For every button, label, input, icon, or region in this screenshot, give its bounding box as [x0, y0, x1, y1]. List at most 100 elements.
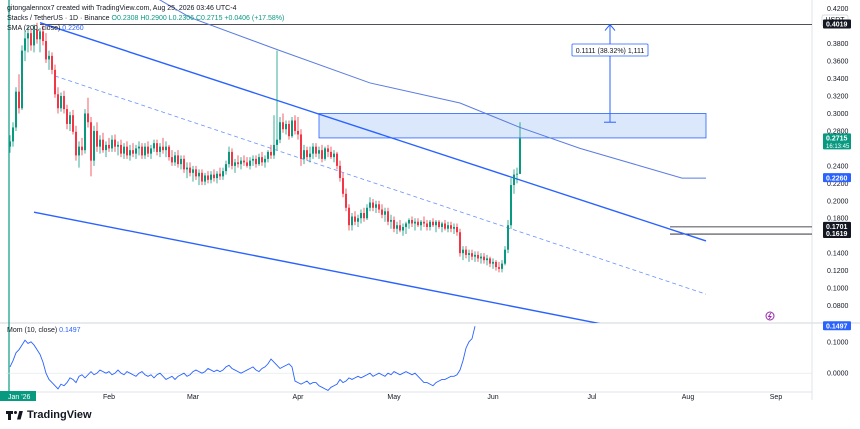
candle-body	[159, 146, 161, 152]
candle-body	[126, 146, 128, 156]
candle-body	[120, 144, 122, 154]
candle-body	[108, 144, 110, 149]
candle-body	[438, 221, 440, 227]
candle-body	[447, 225, 449, 229]
candle-body	[297, 130, 299, 135]
candle-body	[432, 221, 434, 226]
candle-body	[63, 96, 65, 110]
sma-legend[interactable]: SMA (200, close) 0.2260	[7, 24, 84, 33]
measure-label-box	[571, 43, 649, 57]
candle-body	[504, 249, 506, 264]
price-label-box	[823, 173, 851, 183]
candle-body	[426, 223, 428, 227]
symbol-name[interactable]: Stacks / TetherUS · 1D · Binance	[7, 15, 110, 22]
candle-body	[216, 173, 218, 179]
channel-mid-line	[54, 75, 707, 295]
x-tick-label: Mar	[187, 394, 200, 401]
y-tick-label: 0.3400	[827, 76, 849, 83]
candle-body	[336, 153, 338, 166]
candle-body	[255, 158, 257, 165]
candle-body	[9, 141, 11, 147]
candle-body	[279, 122, 281, 140]
candle-body	[18, 91, 20, 109]
momentum-line	[9, 326, 476, 391]
channel-lower-line	[33, 211, 601, 323]
candle-body	[321, 150, 323, 159]
x-tick-label: May	[387, 394, 401, 401]
candle-body	[468, 253, 470, 255]
candle-body	[93, 130, 95, 161]
candle-body	[384, 211, 386, 215]
candle-body	[411, 219, 413, 224]
x-tick-label: Sep	[770, 394, 783, 401]
tradingview-logo[interactable]: TradingView	[6, 409, 92, 421]
candle-body	[315, 146, 317, 154]
momentum-tick-label: 0.0000	[827, 371, 849, 378]
main-pane	[9, 0, 812, 323]
candle-body	[456, 226, 458, 233]
candle-body	[498, 267, 500, 269]
ohlc-values: O0.2308 H0.2900 L0.2306 C0.2715 +0.0406 …	[111, 15, 285, 22]
y-tick-label: 0.2800	[827, 128, 849, 135]
candle-body	[39, 31, 41, 40]
candle-body	[123, 146, 125, 154]
candle-body	[372, 202, 374, 208]
candle-body	[138, 146, 140, 149]
price-label-value: 0.2715	[826, 136, 848, 143]
candle-body	[282, 122, 284, 130]
candle-body	[381, 209, 383, 215]
y-tick-label: 0.1400	[827, 251, 849, 258]
candle-body	[87, 113, 89, 123]
price-label-value: 0.4019	[826, 22, 848, 29]
price-label-box	[823, 229, 851, 239]
candle-body	[429, 221, 431, 227]
start-date-box	[0, 391, 36, 401]
candle-body	[261, 157, 263, 163]
candle-body	[300, 134, 302, 159]
y-tick-label: 0.3800	[827, 41, 849, 48]
x-tick-label: Jun	[487, 394, 498, 401]
candle-body	[234, 162, 236, 166]
candle-body	[267, 151, 269, 159]
candle-body	[312, 146, 314, 154]
candle-body	[243, 160, 245, 163]
candle-body	[237, 162, 239, 165]
candle-body	[45, 41, 47, 60]
candle-body	[369, 202, 371, 208]
candle-body	[519, 138, 521, 174]
candle-body	[420, 221, 422, 226]
candle-body	[357, 218, 359, 222]
candle-body	[228, 151, 230, 165]
candle-body	[90, 122, 92, 161]
candle-body	[96, 130, 98, 147]
momentum-legend[interactable]: Mom (10, close) 0.1497	[7, 326, 81, 335]
candle-body	[183, 158, 185, 170]
candle-body	[414, 221, 416, 224]
candle-body	[462, 249, 464, 254]
candle-body	[507, 225, 509, 250]
candle-body	[75, 131, 77, 156]
candle-body	[351, 216, 353, 226]
candle-body	[54, 69, 56, 95]
candle-body	[231, 151, 233, 166]
candle-body	[264, 158, 266, 163]
candle-body	[477, 254, 479, 259]
y-tick-label: 0.3000	[827, 111, 849, 118]
candle-body	[66, 109, 68, 124]
sma-200-line	[159, 0, 706, 179]
candle-body	[492, 261, 494, 264]
candle-body	[339, 165, 341, 179]
price-label-box	[823, 221, 851, 231]
sma-value: 0.2260	[62, 25, 84, 32]
candle-body	[240, 160, 242, 165]
candle-body	[225, 164, 227, 172]
candle-body	[405, 223, 407, 227]
candle-body	[453, 226, 455, 229]
candle-body	[222, 171, 224, 177]
candle-body	[57, 94, 59, 109]
candle-body	[471, 253, 473, 257]
candle-body	[408, 219, 410, 224]
candle-body	[423, 221, 425, 224]
candle-body	[402, 226, 404, 231]
candle-body	[246, 162, 248, 166]
